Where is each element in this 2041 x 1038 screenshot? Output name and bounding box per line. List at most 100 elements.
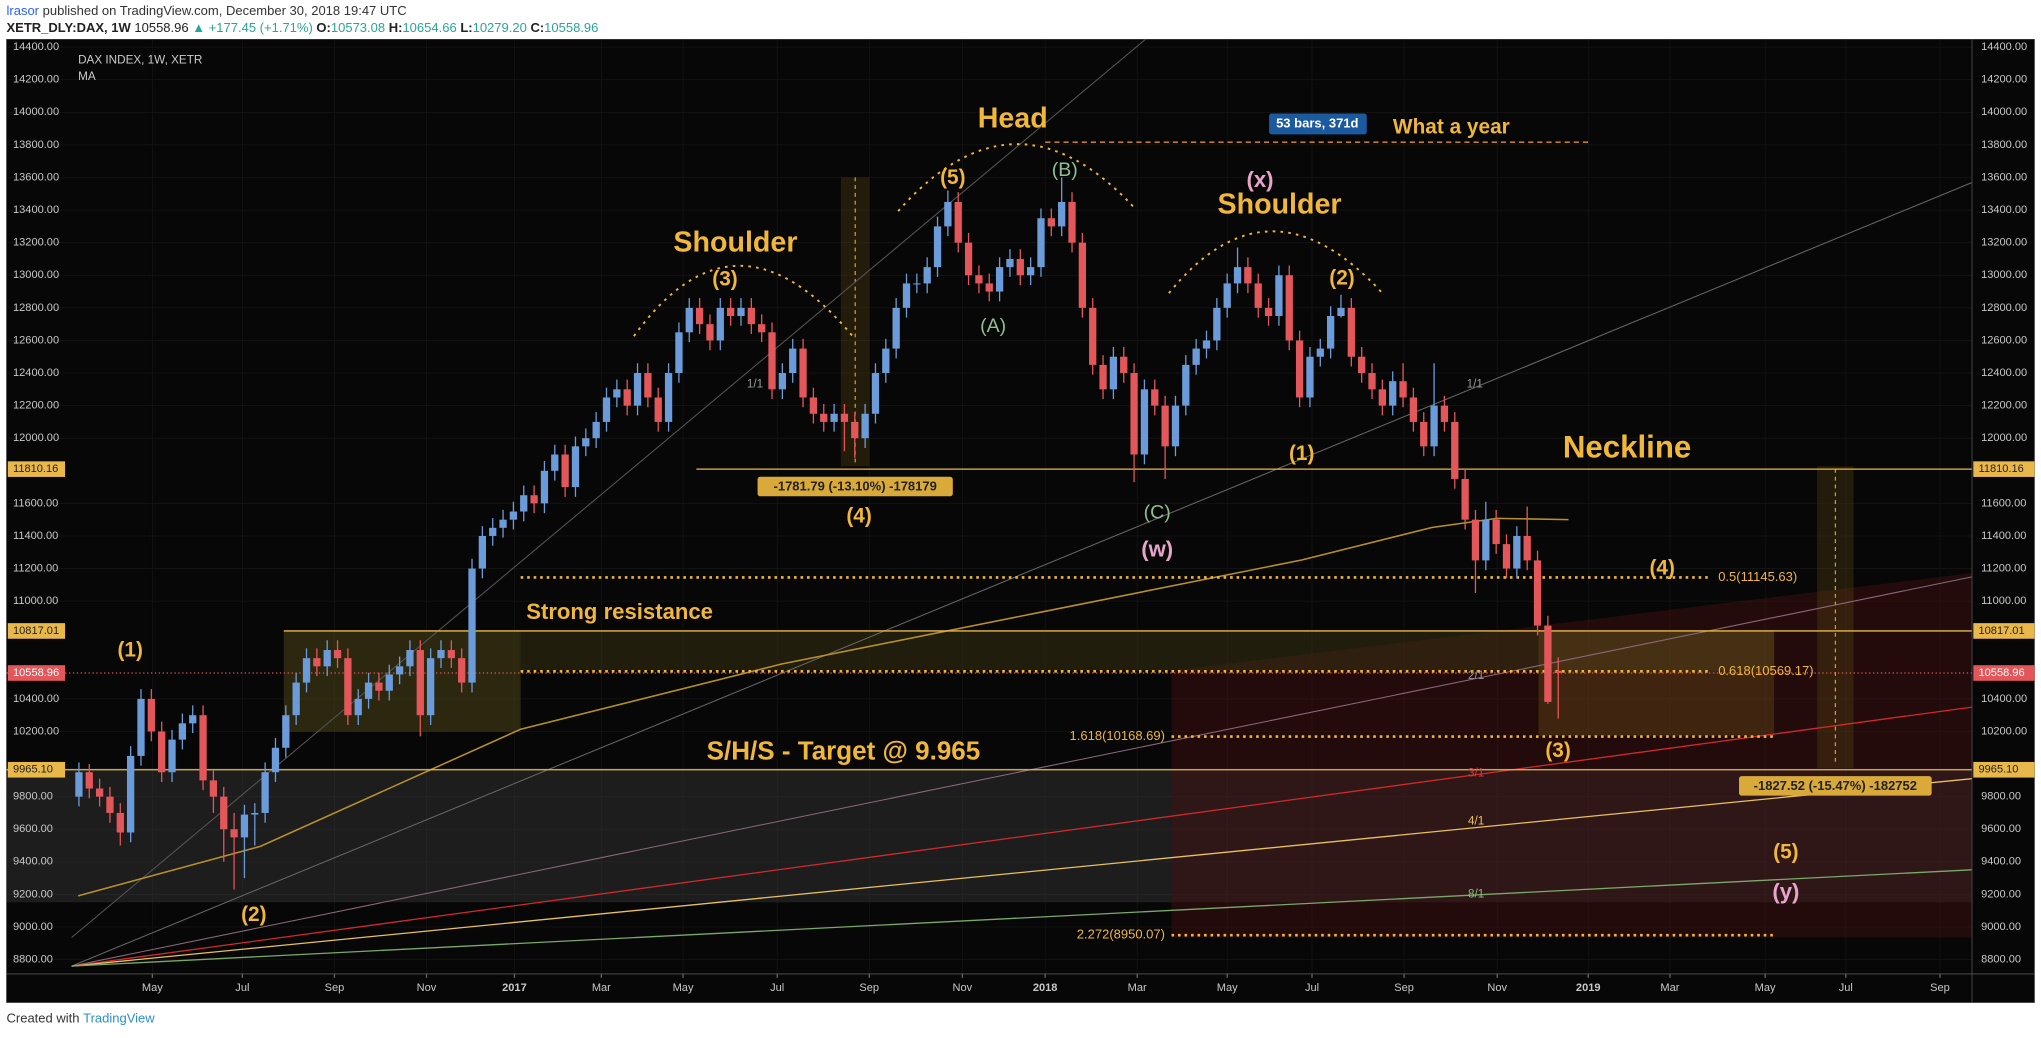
price-label: 10817.01 [1979, 625, 2025, 637]
candle-body [333, 650, 342, 659]
y-tick-label: 9200.00 [13, 888, 53, 900]
candle-body [520, 495, 528, 512]
y-tick-label: 9200.00 [1981, 888, 2021, 900]
candle-body [323, 650, 331, 667]
author: lrasor [7, 3, 40, 18]
candle-body [509, 511, 518, 520]
candle-body [1130, 373, 1138, 455]
wave-label: (y) [1772, 879, 1799, 904]
candle-body [913, 283, 921, 285]
candle-body [75, 772, 83, 797]
candle-body [1482, 519, 1490, 561]
candle-body [199, 715, 207, 781]
candle-body [851, 421, 859, 439]
candle-body [1399, 381, 1407, 398]
fan-line [71, 869, 1973, 967]
y-tick-label: 11000.00 [1981, 595, 2026, 607]
wave-label: (x) [1246, 167, 1273, 192]
annotation: Head [978, 103, 1048, 135]
fan-label: 4/1 [1468, 815, 1484, 828]
candle-body [1420, 421, 1428, 447]
target-zone [6, 768, 1172, 903]
y-tick-label: 8800.00 [13, 954, 53, 966]
fan-line [71, 576, 1973, 967]
x-tick-label: May [142, 982, 163, 994]
candle-body [1451, 421, 1459, 479]
y-tick-label: 11400.00 [1981, 530, 2026, 542]
candle-body [1461, 478, 1469, 520]
fan-label: 8/1 [1468, 888, 1484, 901]
candle-body [478, 535, 487, 569]
candle-body [251, 812, 259, 815]
label-box [757, 476, 953, 497]
candle-body [189, 715, 197, 724]
y-tick-label: 9400.00 [13, 856, 53, 868]
candle-body [613, 389, 621, 398]
candle-body [975, 275, 983, 284]
candle-body [995, 267, 1004, 292]
candle-body [644, 373, 652, 398]
candle-body [830, 413, 838, 422]
candle-body [820, 413, 828, 422]
candle-body [158, 731, 166, 773]
y-tick-label: 10200.00 [1981, 725, 2027, 737]
y-tick-label: 9800.00 [1981, 791, 2021, 803]
wave-label: (3) [1545, 739, 1570, 762]
annotation: S/H/S - Target @ 9.965 [707, 736, 981, 766]
candle-body [416, 650, 424, 716]
candle-body [985, 283, 993, 292]
candle-body [602, 397, 611, 422]
fan-line [71, 38, 1146, 938]
candle-body [1285, 275, 1293, 341]
y-tick-label: 10200.00 [13, 725, 59, 737]
candle-body [861, 413, 869, 439]
candle-body [240, 814, 249, 838]
candle-body [1151, 389, 1159, 406]
annotation: Shoulder [673, 226, 797, 258]
candle-body [137, 698, 145, 756]
ohlc-value: 10573.08 [331, 20, 385, 35]
wave-label: (4) [846, 505, 871, 528]
wave-label: (1) [117, 639, 142, 662]
price-label-box [1973, 761, 2035, 778]
x-tick-label: 2018 [1033, 982, 1058, 994]
fib-label: 0.618(10569.17) [1718, 663, 1813, 678]
footer: Created with TradingView [7, 1011, 156, 1026]
y-tick-label: 13800.00 [13, 139, 59, 151]
symbol-line: XETR_DLY:DAX, 1W 10558.96 ▲ +177.45 (+1.… [7, 20, 599, 35]
candle-body [178, 723, 187, 740]
x-tick-label: Mar [592, 982, 611, 994]
x-tick-label: May [1755, 982, 1776, 994]
footer-brand: TradingView [83, 1011, 155, 1026]
candle-body [623, 389, 631, 406]
candle-body [1171, 405, 1180, 447]
price-label: 11810.16 [1979, 463, 2024, 475]
x-tick-label: Sep [325, 982, 345, 994]
candle-body [1006, 258, 1014, 268]
y-tick-label: 13000.00 [13, 269, 59, 281]
y-tick-label: 12200.00 [13, 400, 59, 412]
candle-body [726, 307, 735, 317]
resistance-band [520, 630, 1775, 671]
candle-body [778, 373, 787, 390]
price-label: 11810.16 [13, 463, 58, 475]
grid [6, 39, 1973, 974]
candle-body [302, 658, 311, 683]
fib-label: 2.272(8950.07) [1077, 927, 1165, 942]
candle-body [799, 348, 807, 398]
candle-body [406, 650, 414, 667]
y-tick-label: 13600.00 [1981, 171, 2027, 183]
candle-body [1492, 519, 1500, 545]
y-tick-label: 14400.00 [13, 41, 59, 53]
y-tick-label: 14400.00 [1981, 41, 2027, 53]
candle-body [758, 324, 766, 333]
x-tick-label: Nov [1487, 982, 1507, 994]
annotation: 53 bars, 371d [1276, 115, 1358, 130]
annotation: What a year [1393, 115, 1510, 138]
candle-body [220, 796, 228, 830]
wave-label: (1) [1289, 442, 1314, 465]
annotation: -1827.52 (-15.47%) -182752 [1754, 778, 1917, 793]
y-tick-label: 9000.00 [1981, 921, 2021, 933]
footer-text: Created with [7, 1011, 80, 1026]
